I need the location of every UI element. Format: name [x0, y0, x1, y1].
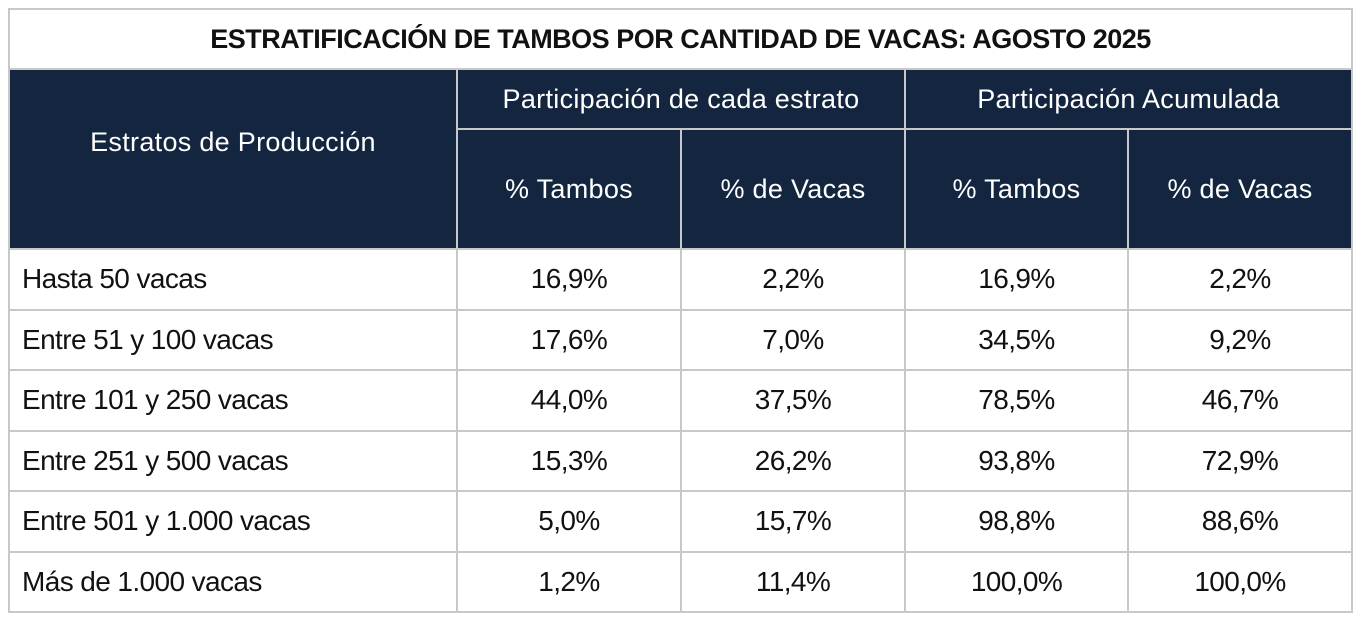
pct-tambos: 44,0% [456, 369, 682, 432]
pct-tambos: 1,2% [456, 550, 682, 613]
pct-tambos: 5,0% [456, 490, 682, 553]
pct-vacas: 7,0% [680, 308, 906, 371]
pct-tambos: 15,3% [456, 429, 682, 492]
table-row: Entre 101 y 250 vacas 44,0% 37,5% 78,5% … [8, 369, 1353, 432]
stratification-table: ESTRATIFICACIÓN DE TAMBOS POR CANTIDAD D… [8, 8, 1353, 613]
acum-tambos: 93,8% [904, 429, 1129, 492]
stratification-table-container: ESTRATIFICACIÓN DE TAMBOS POR CANTIDAD D… [8, 8, 1353, 613]
strata-label: Entre 51 y 100 vacas [8, 308, 458, 371]
strata-label: Entre 501 y 1.000 vacas [8, 490, 458, 553]
pct-vacas: 26,2% [680, 429, 906, 492]
pct-tambos: 17,6% [456, 308, 682, 371]
table-title: ESTRATIFICACIÓN DE TAMBOS POR CANTIDAD D… [8, 8, 1353, 70]
acum-vacas: 2,2% [1127, 248, 1353, 311]
strata-header: Estratos de Producción [8, 68, 458, 250]
header-sub-row: % Tambos % de Vacas % Tambos % de Vacas [9, 128, 1353, 250]
strata-label: Más de 1.000 vacas [8, 550, 458, 613]
table-row: Entre 501 y 1.000 vacas 5,0% 15,7% 98,8%… [8, 490, 1353, 553]
table-row: Más de 1.000 vacas 1,2% 11,4% 100,0% 100… [8, 550, 1353, 613]
col-header-acum-tambos: % Tambos [904, 128, 1129, 250]
col-header-tambos: % Tambos [456, 128, 682, 250]
acum-tambos: 16,9% [904, 248, 1129, 311]
acum-vacas: 72,9% [1127, 429, 1353, 492]
header-group-row: Estratos de Producción Participación de … [8, 68, 1353, 250]
col-header-vacas: % de Vacas [680, 128, 906, 250]
acum-vacas: 9,2% [1127, 308, 1353, 371]
acum-tambos: 78,5% [904, 369, 1129, 432]
acum-tambos: 100,0% [904, 550, 1129, 613]
col-header-acum-vacas: % de Vacas [1127, 128, 1353, 250]
strata-label: Entre 101 y 250 vacas [8, 369, 458, 432]
table-row: Entre 51 y 100 vacas 17,6% 7,0% 34,5% 9,… [8, 308, 1353, 371]
pct-vacas: 2,2% [680, 248, 906, 311]
pct-vacas: 11,4% [680, 550, 906, 613]
acum-tambos: 98,8% [904, 490, 1129, 553]
acum-vacas: 46,7% [1127, 369, 1353, 432]
pct-vacas: 15,7% [680, 490, 906, 553]
pct-tambos: 16,9% [456, 248, 682, 311]
group-header-each-stratum: Participación de cada estrato [456, 68, 906, 130]
acum-vacas: 100,0% [1127, 550, 1353, 613]
acum-vacas: 88,6% [1127, 490, 1353, 553]
pct-vacas: 37,5% [680, 369, 906, 432]
title-row: ESTRATIFICACIÓN DE TAMBOS POR CANTIDAD D… [8, 8, 1353, 70]
acum-tambos: 34,5% [904, 308, 1129, 371]
group-header-cumulative: Participación Acumulada [904, 68, 1353, 130]
strata-label: Hasta 50 vacas [8, 248, 458, 311]
table-row: Hasta 50 vacas 16,9% 2,2% 16,9% 2,2% [8, 248, 1353, 311]
strata-label: Entre 251 y 500 vacas [8, 429, 458, 492]
table-row: Entre 251 y 500 vacas 15,3% 26,2% 93,8% … [8, 429, 1353, 492]
